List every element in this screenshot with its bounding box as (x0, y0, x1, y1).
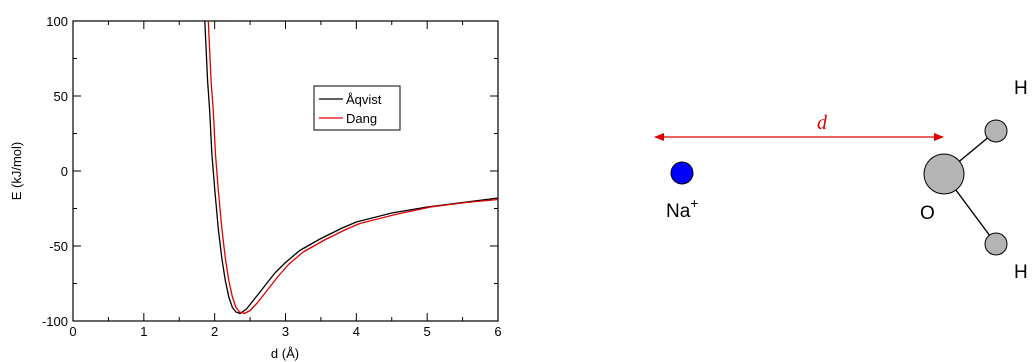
x-tick-label: 6 (494, 324, 501, 339)
oxygen-atom (923, 153, 965, 195)
series-layer (204, 21, 498, 315)
molecule-diagram: d Na+ O H H (654, 78, 1028, 283)
y-tick-label: 100 (46, 14, 68, 29)
oxygen-label: O (920, 203, 935, 224)
x-tick-label: 2 (211, 324, 218, 339)
hydrogen-bottom-label: H (1014, 262, 1028, 283)
sodium-ion-label: Na+ (666, 195, 698, 222)
series-line-dang (207, 21, 498, 315)
distance-label: d (817, 112, 828, 134)
plot-frame (72, 20, 499, 322)
legend-box (313, 85, 401, 131)
y-tick-label: 50 (54, 89, 68, 104)
x-tick-label: 4 (353, 324, 360, 339)
x-axis-label: d (Å) (271, 346, 299, 361)
hydrogen-top-label: H (1014, 78, 1028, 99)
hydrogen-atom-top (984, 119, 1008, 143)
legend-label-aqvist: Åqvist (346, 92, 382, 107)
energy-chart: 0 1 2 3 4 5 6 -100 -50 0 50 100 d (Å) E (kJ/mol) Åq… (9, 14, 502, 361)
y-tick-label: 0 (61, 164, 68, 179)
x-tick-label: 0 (69, 324, 76, 339)
y-axis-label: E (kJ/mol) (9, 142, 24, 201)
legend-label-dang: Dang (346, 111, 377, 126)
y-tick-label: -100 (42, 314, 68, 329)
legend: Åqvist Dang (313, 85, 401, 131)
x-tick-label: 5 (424, 324, 431, 339)
sodium-ion-atom (670, 161, 694, 185)
series-line-aqvist (204, 21, 498, 315)
y-tick-label: -50 (49, 239, 68, 254)
hydrogen-atom-bottom (984, 232, 1008, 256)
x-tick-label: 1 (140, 324, 147, 339)
x-tick-label: 3 (282, 324, 289, 339)
axis-ticks (72, 20, 499, 322)
axis-tick-labels: 0 1 2 3 4 5 6 -100 -50 0 50 100 (42, 14, 502, 339)
